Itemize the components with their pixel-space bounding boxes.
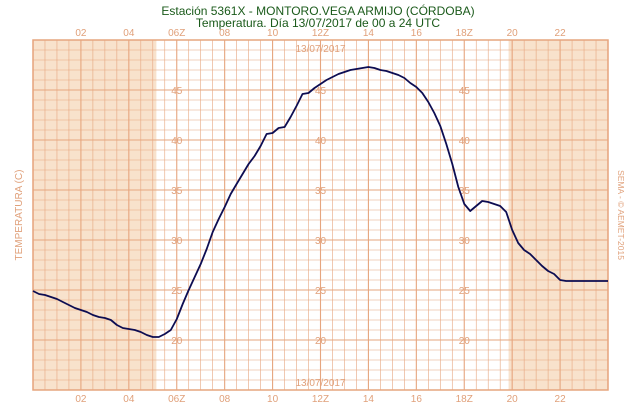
x-tick-label-bottom: 22 bbox=[555, 394, 567, 405]
y-tick-label: 35 bbox=[171, 186, 183, 197]
y-tick-label: 40 bbox=[459, 136, 471, 147]
y-tick-label: 20 bbox=[171, 336, 183, 347]
x-tick-label-bottom: 04 bbox=[123, 394, 135, 405]
y-tick-label: 40 bbox=[315, 136, 327, 147]
credit-label: SEMA - © AEMET-2015 bbox=[616, 170, 626, 260]
x-tick-label-bottom: 08 bbox=[219, 394, 231, 405]
x-tick-label-bottom: 16 bbox=[411, 394, 423, 405]
y-tick-label: 45 bbox=[459, 86, 471, 97]
y-tick-label: 30 bbox=[459, 236, 471, 247]
y-tick-label: 35 bbox=[459, 186, 471, 197]
y-axis-title: TEMPERATURA (C) bbox=[14, 170, 25, 261]
x-tick-label-top: 14 bbox=[363, 28, 375, 39]
plot-frame bbox=[32, 39, 609, 391]
x-tick-label-bottom: 06Z bbox=[168, 394, 185, 405]
y-tick-label: 20 bbox=[459, 336, 471, 347]
x-tick-label-top: 18Z bbox=[456, 28, 473, 39]
y-tick-label: 25 bbox=[459, 286, 471, 297]
y-tick-label: 25 bbox=[315, 286, 327, 297]
y-tick-label: 45 bbox=[315, 86, 327, 97]
x-tick-label-top: 16 bbox=[411, 28, 423, 39]
x-tick-label-top: 10 bbox=[267, 28, 279, 39]
x-tick-label-bottom: 18Z bbox=[456, 394, 473, 405]
y-tick-label: 30 bbox=[171, 236, 183, 247]
y-tick-label: 35 bbox=[315, 186, 327, 197]
y-tick-label: 45 bbox=[171, 86, 183, 97]
y-tick-label: 25 bbox=[171, 286, 183, 297]
x-tick-label-bottom: 02 bbox=[75, 394, 87, 405]
y-tick-label: 30 bbox=[315, 236, 327, 247]
y-tick-labels: 20 25 30 35 40 45 20 25 30 35 40 45 20 25 30 35 40 45 bbox=[171, 86, 470, 347]
y-tick-label: 20 bbox=[315, 336, 327, 347]
y-tick-label: 40 bbox=[171, 136, 183, 147]
x-tick-label-top: 22 bbox=[555, 28, 567, 39]
night-band-1 bbox=[33, 40, 157, 390]
x-tick-label-top: 04 bbox=[123, 28, 135, 39]
x-tick-label-top: 08 bbox=[219, 28, 231, 39]
grid-lines bbox=[32, 39, 609, 391]
x-tick-label-bottom: 10 bbox=[267, 394, 279, 405]
night-band-2 bbox=[508, 40, 608, 390]
x-tick-label-bottom: 14 bbox=[363, 394, 375, 405]
x-tick-label-top: 02 bbox=[75, 28, 87, 39]
date-label-bottom: 13/07/2017 bbox=[295, 378, 345, 389]
x-tick-labels: 02 02 04 04 06Z 06Z 08 08 10 10 12Z 12Z 14 14 16 16 18Z 1… bbox=[75, 28, 566, 405]
night-bands bbox=[33, 40, 608, 390]
x-tick-label-top: 20 bbox=[507, 28, 519, 39]
x-tick-label-bottom: 20 bbox=[507, 394, 519, 405]
x-tick-label-bottom: 12Z bbox=[312, 394, 329, 405]
temperature-line bbox=[32, 66, 608, 338]
date-label-top: 13/07/2017 bbox=[295, 44, 345, 55]
temperature-series bbox=[32, 66, 608, 338]
x-tick-label-top: 12Z bbox=[312, 28, 329, 39]
chart-title: Estación 5361X - MONTORO.VEGA ARMIJO (CÓ… bbox=[161, 3, 474, 18]
chart-subtitle: Temperatura. Día 13/07/2017 de 00 a 24 U… bbox=[196, 16, 440, 30]
x-tick-label-top: 06Z bbox=[168, 28, 185, 39]
